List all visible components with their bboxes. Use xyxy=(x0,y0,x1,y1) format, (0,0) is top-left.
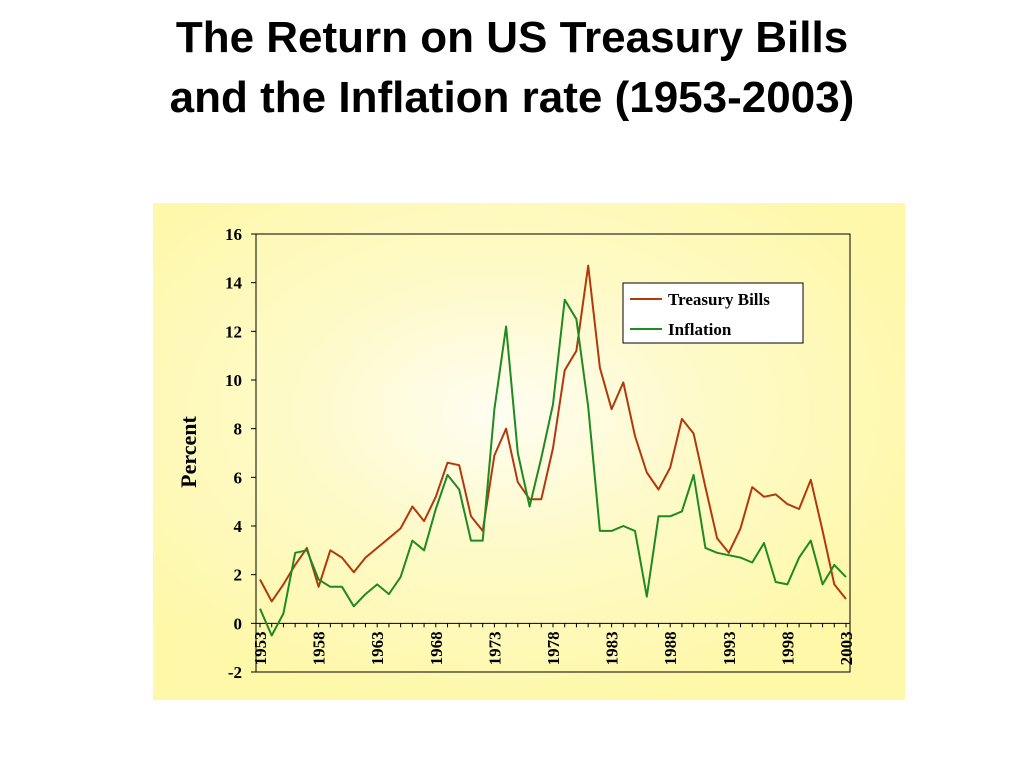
chart-area-background xyxy=(153,203,905,700)
x-tick-label: 1978 xyxy=(544,631,563,665)
y-tick-label: 12 xyxy=(225,322,242,341)
legend-box xyxy=(622,282,804,344)
x-tick-label: 2003 xyxy=(837,631,856,665)
x-tick-label: 1998 xyxy=(778,631,797,665)
legend-label-inflation: Inflation xyxy=(668,320,732,339)
x-axis: 1953 1958 1963 1968 1973 1978 1983 1988 1993 1998… xyxy=(251,623,856,665)
y-tick-label: 16 xyxy=(225,225,242,244)
y-tick-label: 8 xyxy=(234,420,243,439)
y-tick-label: 10 xyxy=(225,371,242,390)
x-tick-label: 1968 xyxy=(427,631,446,665)
legend: Treasury Bills Inflation xyxy=(622,282,804,344)
series-lines xyxy=(259,264,847,637)
plot-area-frame xyxy=(255,233,851,673)
x-tick-label: 1963 xyxy=(368,631,387,665)
legend-label-treasury-bills: Treasury Bills xyxy=(668,290,770,309)
slide-title-line-2: and the Inflation rate (1953-2003) xyxy=(169,73,855,122)
y-axis-label: Percent xyxy=(176,416,201,488)
x-tick-label: 1953 xyxy=(251,631,270,665)
y-tick-label: 4 xyxy=(234,517,243,536)
treasury-bills-line xyxy=(259,264,847,603)
y-tick-label: 14 xyxy=(225,274,243,293)
x-tick-label: 1973 xyxy=(485,631,504,665)
slide-title: The Return on US Treasury Bills and the … xyxy=(0,8,1024,128)
y-axis: -2 0 2 4 6 8 10 12 14 16 xyxy=(225,225,850,682)
y-tick-label: 6 xyxy=(234,468,243,487)
y-tick-label: -2 xyxy=(228,663,242,682)
x-tick-label: 1988 xyxy=(661,631,680,665)
y-tick-label: 2 xyxy=(234,566,243,585)
x-tick-label: 1958 xyxy=(310,631,329,665)
y-tick-label: 0 xyxy=(234,614,243,633)
inflation-line xyxy=(259,298,847,637)
x-tick-label: 1983 xyxy=(603,631,622,665)
slide-title-line-1: The Return on US Treasury Bills xyxy=(175,13,849,62)
x-tick-label: 1993 xyxy=(720,631,739,665)
